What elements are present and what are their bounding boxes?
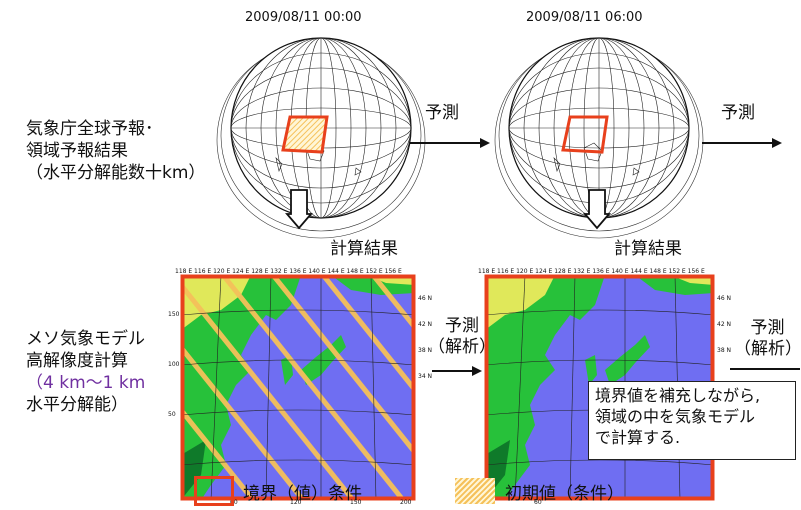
predict-analysis-1-sub: （解析） (428, 337, 496, 357)
map-1 (180, 274, 416, 501)
note-box: 境界値を補充しながら, 領域の中を気象モデル で計算する. (588, 381, 796, 460)
meso-label-line2: 高解像度計算 (26, 351, 128, 371)
map-2-lat-42: 42 N (717, 321, 732, 328)
note-line1: 境界値を補充しながら, (595, 386, 761, 405)
predict-analysis-2: 予測 （解析） (734, 318, 801, 360)
predict-analysis-1-title: 予測 (445, 316, 479, 336)
legend-boundary-label: 境界（値）条件 (243, 484, 362, 504)
map-1-x-150: 150 (350, 499, 362, 506)
predict-analysis-2-title: 予測 (750, 318, 785, 338)
map-1-lon-ticks: 118 E 116 E 120 E 124 E 128 E 132 E 136 … (175, 268, 402, 275)
legend-boundary-swatch (194, 476, 234, 506)
globe-2-region (561, 115, 609, 154)
meso-label-line1: メソ気象モデル (26, 329, 145, 349)
calc-result-2: 計算結果 (614, 239, 682, 259)
calc-result-1: 計算結果 (330, 239, 398, 259)
note-line2: 領域の中を気象モデル (595, 407, 756, 426)
map-2-lat-38: 38 N (717, 347, 732, 354)
predict-label-2: 予測 (721, 103, 755, 123)
global-label-line3: （水平分解能数十km） (26, 163, 206, 183)
map-1-x-200: 200 (400, 499, 412, 506)
map-1-y-150: 150 (168, 311, 180, 318)
map-1-lat-46: 46 N (418, 295, 433, 302)
down-arrow-1 (285, 189, 313, 230)
arrow-right-3 (432, 366, 482, 376)
meso-resolution: （4 km～1 km (26, 373, 146, 393)
map-1-lat-42: 42 N (418, 321, 433, 328)
global-label-line1: 気象庁全球予報･ (26, 119, 154, 139)
arrow-right-1 (410, 138, 490, 148)
global-forecast-label: 気象庁全球予報･ 領域予報結果 （水平分解能数十km） (26, 118, 205, 184)
global-label-line2: 領域予報結果 (26, 141, 128, 161)
timestamp-1: 2009/08/11 00:00 (245, 10, 362, 25)
timestamp-2: 2009/08/11 06:00 (526, 10, 643, 25)
map-2-lat-ticks: 46 N 42 N 38 N (717, 286, 731, 364)
legend-initial-label: 初期値（条件） (505, 484, 624, 504)
map-1-y-50: 50 (168, 411, 176, 418)
map-2-x-60: 60 (534, 499, 542, 506)
map-2-lat-46: 46 N (717, 295, 732, 302)
map-2-lon-ticks: 118 E 116 E 120 E 124 E 128 E 132 E 136 … (478, 268, 705, 275)
map-1-y-axis: 150 100 50 (168, 290, 179, 440)
down-arrow-2 (583, 189, 611, 230)
predict-analysis-1: 予測 （解析） (428, 316, 496, 358)
meso-resolution2: 水平分解能） (26, 395, 128, 415)
map-1-y-100: 100 (168, 361, 180, 368)
predict-analysis-2-sub: （解析） (734, 339, 801, 359)
arrow-right-2 (702, 138, 782, 148)
arrow-line-4 (730, 368, 800, 370)
meso-model-label: メソ気象モデル 高解像度計算 （4 km～1 km 水平分解能） (26, 328, 145, 416)
map-1-x-120: 120 (290, 499, 302, 506)
map-1-lat-34: 34 N (418, 373, 433, 380)
note-line3: で計算する. (595, 428, 681, 447)
map-1-lat-ticks: 46 N 42 N 38 N 34 N (418, 286, 432, 390)
map-1-lat-38: 38 N (418, 347, 433, 354)
globe-1-region (281, 115, 329, 154)
legend-initial-swatch (455, 478, 495, 504)
predict-label-1: 予測 (425, 103, 459, 123)
